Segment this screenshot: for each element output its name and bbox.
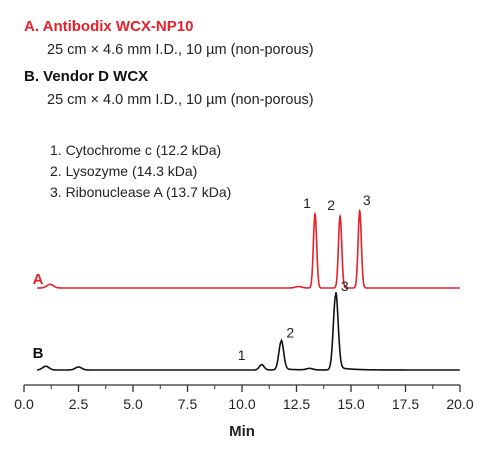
peak-list-item-3: 3. Ribonuclease A (13.7 kDa) (50, 184, 232, 200)
legend-column-a-desc: 25 cm × 4.6 mm I.D., 10 µm (non-porous) (47, 42, 314, 58)
trace-a-label: A (33, 271, 44, 288)
trace-b-line (37, 292, 460, 371)
x-tick-label-2: 5.0 (123, 396, 143, 412)
x-axis-label: Min (229, 423, 255, 440)
x-tick-label-4: 10.0 (228, 396, 255, 412)
x-tick-label-5: 12.5 (283, 396, 310, 412)
trace-a-line (37, 208, 460, 289)
trace-a-peak-label-2: 2 (327, 197, 335, 213)
x-tick-label-0: 0.0 (14, 396, 34, 412)
x-tick-label-1: 2.5 (69, 396, 89, 412)
peak-list-item-2: 2. Lysozyme (14.3 kDa) (50, 163, 198, 179)
trace-a-peak-label-3: 3 (363, 192, 371, 208)
trace-b-peak-label-1: 1 (238, 347, 246, 363)
peak-list-item-1: 1. Cytochrome c (12.2 kDa) (50, 142, 222, 158)
trace-b-label: B (33, 345, 44, 362)
x-tick-label-7: 17.5 (392, 396, 419, 412)
legend-column-b: B. Vendor D WCX (24, 68, 149, 85)
legend-column-a: A. Antibodix WCX-NP10 (24, 18, 194, 35)
x-tick-label-6: 15.0 (337, 396, 364, 412)
legend-column-b-desc: 25 cm × 4.0 mm I.D., 10 µm (non-porous) (47, 92, 314, 108)
x-tick-label-8: 20.0 (446, 396, 473, 412)
trace-b-peak-label-3: 3 (341, 278, 349, 294)
peak-list: 1. Cytochrome c (12.2 kDa) 2. Lysozyme (… (50, 140, 231, 203)
x-tick-label-3: 7.5 (178, 396, 198, 412)
trace-a-peak-label-1: 1 (303, 195, 311, 211)
trace-b-peak-label-2: 2 (286, 325, 294, 341)
